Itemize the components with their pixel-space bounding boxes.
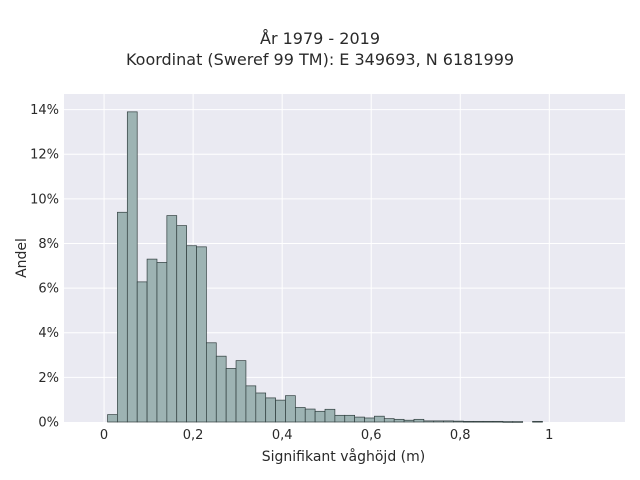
histogram-bar [225,368,237,423]
x-tick-label: 0,8 [450,428,471,443]
histogram-bar [314,410,326,423]
histogram-bar [255,392,267,423]
histogram-bar [107,414,118,423]
y-tick-label: 10% [30,192,59,207]
histogram-bar [117,211,128,423]
y-tick-label: 8% [38,237,59,252]
histogram-bar [126,111,138,423]
histogram-bar [146,258,158,423]
histogram-bar [156,262,168,423]
x-axis-label: Signifikant våghöjd (m) [262,448,425,465]
histogram-bar [354,416,365,423]
histogram-bar [512,421,524,423]
y-tick-label: 12% [30,148,59,163]
histogram-bar [482,420,494,423]
histogram-bar [294,407,306,423]
histogram-bar [245,385,257,423]
histogram-bar [453,420,464,423]
histogram-bar [413,418,425,423]
x-tick-label: 0 [100,428,108,443]
histogram-bar [235,360,247,423]
histogram-bar [334,414,346,423]
histogram-bar [383,418,395,423]
y-tick-labels: 0% 2% 4% 6% 8% 10% 12% 14% [30,103,59,430]
chart-subtitle: Koordinat (Sweref 99 TM): E 349693, N 61… [125,50,515,69]
histogram-bar [136,281,148,423]
x-tick-label: 0,4 [272,428,293,443]
y-tick-label: 4% [38,326,59,341]
histogram-bar [265,397,276,423]
x-tick-labels: 0 0,2 0,4 0,6 0,8 1 [100,428,554,443]
x-tick-label: 1 [545,428,553,443]
x-tick-label: 0,6 [361,428,382,443]
histogram-bar [472,420,484,423]
y-tick-label: 14% [30,103,59,118]
histogram-bar [196,246,207,423]
histogram-bar [166,215,178,423]
histogram-bar [433,420,444,423]
y-tick-label: 6% [38,282,59,297]
histogram-bar [532,420,543,423]
histogram-bar [423,420,435,423]
histogram-bar [443,420,454,423]
chart-title: År 1979 - 2019 [260,29,380,48]
histogram-bar [186,245,197,423]
y-axis-label: Andel [14,238,30,278]
histogram-bar [403,419,415,423]
histogram-bar [324,408,336,423]
histogram-bar [393,418,405,423]
histogram-bar [374,415,385,423]
bars [107,111,543,423]
histogram-bar [502,421,514,423]
histogram-bar [492,420,504,423]
histogram-bar [215,355,227,423]
y-tick-label: 0% [38,416,59,431]
y-tick-label: 2% [38,371,59,386]
histogram-bar [275,399,286,423]
histogram-bar [285,395,296,423]
histogram-bar [344,414,356,423]
x-tick-label: 0,2 [183,428,204,443]
histogram-bar [206,342,217,423]
histogram-bar [304,408,316,423]
histogram-bar [463,420,474,423]
histogram-bar [176,225,187,423]
histogram-bar [364,417,375,423]
